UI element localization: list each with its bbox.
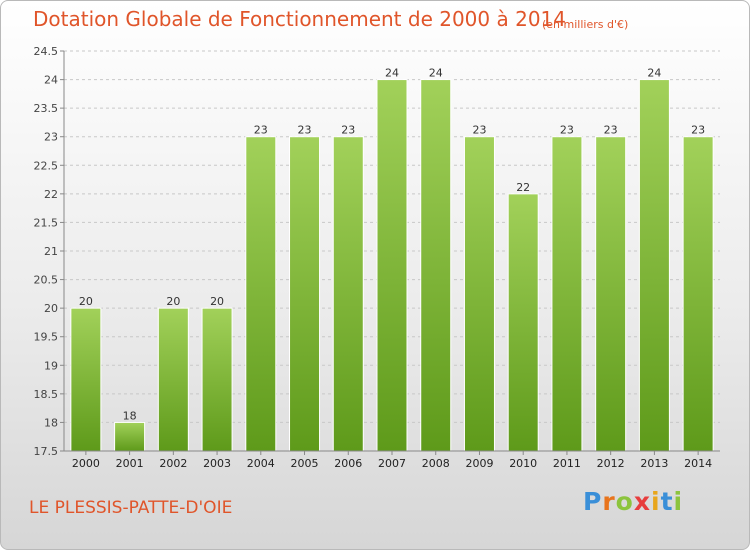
label-layer: 17.5 18 18.5 19 19.5 20 20.5 21 21.5 22 22.5 23 23.5… [34, 45, 713, 470]
value-label-2014: 23 [691, 124, 705, 137]
x-tick-label-2011: 2011 [553, 457, 581, 470]
bar-2009 [463, 136, 495, 452]
value-label-2000: 20 [79, 295, 93, 308]
bar-2012 [595, 136, 627, 452]
y-tick-label: 20.5 [34, 274, 59, 287]
logo-letter: i [673, 487, 684, 516]
value-label-2001: 18 [123, 409, 137, 422]
value-label-2009: 23 [472, 124, 486, 137]
bar-2007 [376, 79, 408, 452]
bar-2008 [420, 79, 452, 452]
chart-title: Dotation Globale de Fonctionnement de 20… [33, 7, 566, 31]
x-tick-label-2000: 2000 [72, 457, 100, 470]
proxiti-logo: Proxiti [583, 487, 683, 516]
x-tick-label-2014: 2014 [684, 457, 712, 470]
bar-2010 [507, 193, 539, 452]
value-label-2013: 24 [647, 67, 661, 80]
bar-2002 [157, 307, 189, 452]
y-tick-label: 23.5 [34, 102, 59, 115]
y-tick-label: 19.5 [34, 331, 59, 344]
axis-layer [60, 50, 720, 455]
bar-2006 [332, 136, 364, 452]
x-tick-label-2009: 2009 [465, 457, 493, 470]
value-label-2010: 22 [516, 181, 530, 194]
logo-letter: P [583, 487, 603, 516]
value-label-2011: 23 [560, 124, 574, 137]
y-tick-label: 21.5 [34, 216, 59, 229]
value-label-2006: 23 [341, 124, 355, 137]
y-tick-label: 21 [44, 245, 58, 258]
y-tick-label: 22.5 [34, 159, 59, 172]
bar-2003 [201, 307, 233, 452]
bar-2001 [114, 421, 146, 452]
x-tick-label-2013: 2013 [640, 457, 668, 470]
value-label-2007: 24 [385, 67, 399, 80]
logo-letter: t [660, 487, 674, 516]
x-tick-label-2010: 2010 [509, 457, 537, 470]
bar-2004 [245, 136, 277, 452]
value-label-2008: 24 [429, 67, 443, 80]
y-tick-label: 24.5 [34, 45, 59, 58]
bar-2013 [638, 79, 670, 452]
y-tick-label: 23 [44, 131, 58, 144]
bar-2011 [551, 136, 583, 452]
logo-letter: o [615, 487, 634, 516]
y-tick-label: 18 [44, 416, 58, 429]
bar-2014 [682, 136, 714, 452]
y-tick-label: 24 [44, 74, 58, 87]
value-label-2012: 23 [604, 124, 618, 137]
value-label-2004: 23 [254, 124, 268, 137]
x-tick-label-2001: 2001 [116, 457, 144, 470]
bar-2005 [289, 136, 321, 452]
logo-letter: i [651, 487, 661, 516]
bars-layer [70, 79, 714, 452]
y-tick-label: 22 [44, 188, 58, 201]
x-tick-label-2007: 2007 [378, 457, 406, 470]
bar-2000 [70, 307, 102, 452]
x-tick-label-2005: 2005 [291, 457, 319, 470]
x-tick-label-2002: 2002 [159, 457, 187, 470]
y-tick-label: 19 [44, 359, 58, 372]
logo-letter: r [602, 487, 616, 516]
y-tick-label: 17.5 [34, 445, 59, 458]
x-tick-label-2006: 2006 [334, 457, 362, 470]
value-label-2005: 23 [298, 124, 312, 137]
chart-subtitle: (en milliers d'€) [542, 18, 629, 31]
y-tick-label: 20 [44, 302, 58, 315]
value-label-2002: 20 [166, 295, 180, 308]
commune-name: LE PLESSIS-PATTE-D'OIE [29, 498, 233, 518]
x-tick-label-2012: 2012 [597, 457, 625, 470]
y-tick-label: 18.5 [34, 388, 59, 401]
logo-letter: x [633, 487, 651, 516]
x-tick-label-2003: 2003 [203, 457, 231, 470]
x-tick-label-2004: 2004 [247, 457, 275, 470]
x-tick-label-2008: 2008 [422, 457, 450, 470]
value-label-2003: 20 [210, 295, 224, 308]
